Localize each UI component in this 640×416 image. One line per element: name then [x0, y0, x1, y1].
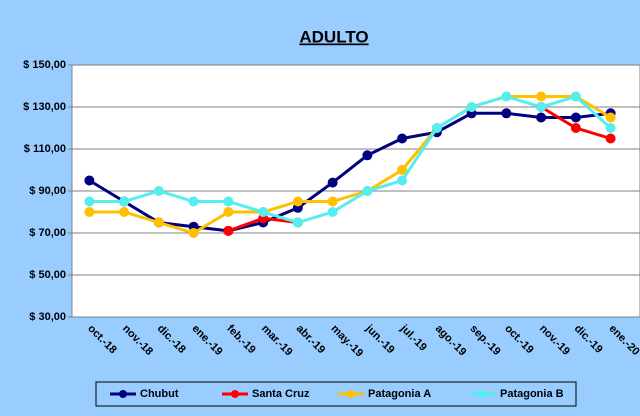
data-point [605, 112, 616, 123]
data-point [153, 217, 164, 228]
legend-marker [119, 390, 127, 398]
y-tick-label: $ 70,00 [29, 227, 66, 239]
y-tick-label: $ 30,00 [29, 311, 66, 323]
series-line [89, 95, 612, 235]
data-point [327, 196, 338, 207]
data-point [431, 123, 442, 133]
data-point [223, 207, 234, 217]
data-point [292, 196, 303, 207]
y-tick-label: $ 90,00 [29, 185, 66, 197]
data-point [570, 123, 581, 133]
data-point [397, 133, 408, 144]
legend-label: Patagonia B [500, 388, 564, 400]
data-point [327, 177, 338, 188]
data-point [292, 217, 303, 228]
data-point [536, 91, 547, 102]
data-point [362, 186, 373, 196]
y-tick-label: $ 150,00 [23, 59, 66, 71]
data-point [397, 165, 408, 175]
data-point [153, 186, 164, 196]
data-point [327, 207, 338, 217]
data-point [397, 175, 408, 186]
series-line [88, 111, 611, 233]
legend-marker [479, 390, 487, 398]
legend-label: Santa Cruz [252, 388, 310, 400]
data-point [605, 133, 616, 144]
data-point [570, 112, 581, 123]
data-point [119, 207, 130, 217]
chart-title: ADULTO [299, 27, 368, 46]
data-point [536, 112, 547, 123]
legend-label: Patagonia A [368, 388, 431, 400]
data-point [258, 207, 269, 217]
data-point [84, 196, 95, 207]
data-point [605, 123, 616, 133]
data-point [501, 91, 512, 102]
data-point [466, 102, 477, 112]
data-point [362, 150, 373, 161]
y-tick-label: $ 110,00 [24, 143, 66, 155]
data-point [223, 196, 234, 207]
legend-marker [231, 390, 239, 398]
legend-marker [347, 390, 355, 398]
data-point [119, 196, 130, 207]
y-tick-label: $ 130,00 [23, 101, 66, 113]
data-point [223, 225, 234, 236]
legend-label: Chubut [140, 388, 179, 400]
data-point [84, 175, 95, 186]
data-point [188, 196, 199, 207]
data-point [536, 102, 547, 112]
data-point [84, 207, 95, 217]
data-point [570, 91, 581, 102]
series-line [89, 94, 612, 225]
data-point [501, 108, 512, 119]
data-point [188, 228, 199, 238]
y-tick-label: $ 50,00 [29, 269, 66, 281]
